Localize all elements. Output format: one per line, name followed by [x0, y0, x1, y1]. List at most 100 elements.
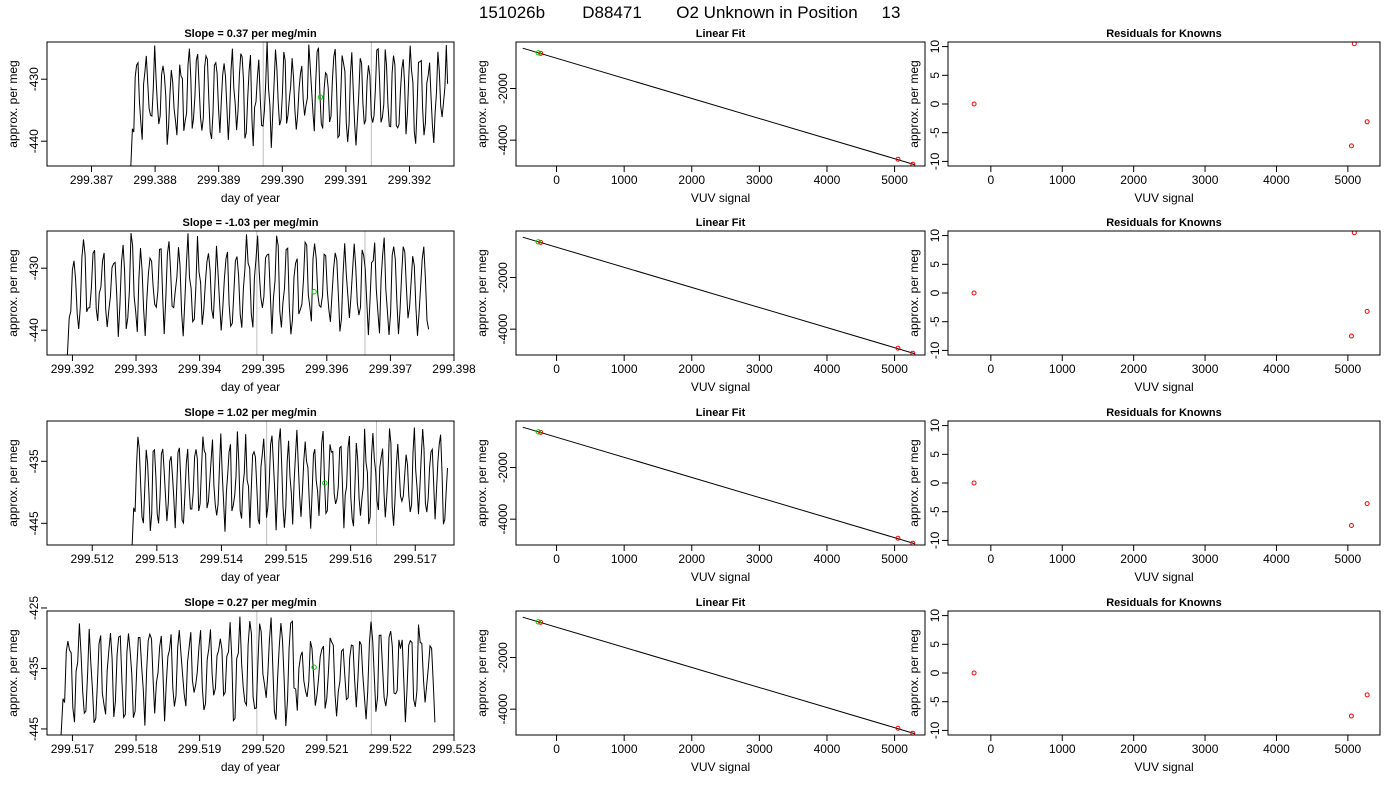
x-tick-label: 3000	[1192, 552, 1219, 566]
x-tick-label: 299.512	[71, 552, 115, 566]
data-point	[538, 619, 544, 625]
y-tick-label: -4000	[496, 314, 510, 345]
x-tick-label: 299.519	[178, 742, 222, 756]
chart-panel-residuals-row-2: Residuals for Knowns 0 1000 2000 3000 4000 500…	[907, 407, 1381, 584]
y-axis-label: approx. per meg	[475, 60, 489, 147]
y-tick-label: 5	[928, 72, 942, 79]
x-axis-label: VUV signal	[1134, 570, 1193, 584]
x-tick-label: 2000	[678, 552, 705, 566]
x-axis-label: VUV signal	[1134, 760, 1193, 774]
y-tick-label: -4000	[496, 694, 510, 725]
chart-panel-time-row-3: Slope = 0.27 per meg/min 299.517 299.518 29…	[6, 596, 476, 774]
figure-title-run: 151026b	[479, 3, 545, 22]
data-point	[1348, 143, 1354, 149]
x-tick-label: 3000	[1192, 362, 1219, 376]
x-tick-label: 299.516	[329, 552, 373, 566]
x-tick-label: 2000	[1120, 362, 1147, 376]
y-tick-label: 10	[928, 40, 942, 54]
plot-frame	[515, 41, 926, 167]
x-tick-label: 299.389	[197, 173, 241, 187]
y-tick-label: -5	[928, 506, 942, 517]
y-tick-label: -2000	[496, 262, 510, 293]
data-point	[910, 350, 916, 355]
data-point	[971, 290, 977, 296]
x-tick-label: 5000	[881, 173, 908, 187]
x-axis-label: VUV signal	[691, 570, 750, 584]
plot-area	[66, 231, 430, 355]
y-tick-label: 0	[928, 669, 942, 676]
x-axis-label: day of year	[221, 191, 280, 205]
data-series-line	[66, 233, 430, 355]
x-tick-label: 5000	[881, 742, 908, 756]
x-tick-label: 299.392	[51, 362, 95, 376]
panel-title: Residuals for Knowns	[1106, 597, 1222, 609]
chart-panel-fit-row-3: Linear Fit 0 1000 2000 3000 4000 5000 -4000 -200…	[475, 597, 926, 774]
x-tick-label: 0	[987, 173, 994, 187]
x-axis-label: day of year	[221, 760, 280, 774]
x-tick-label: 299.397	[369, 362, 413, 376]
plot-area	[522, 426, 916, 545]
x-tick-label: 0	[553, 173, 560, 187]
x-tick-label: 299.396	[305, 362, 349, 376]
y-tick-label: -5	[928, 127, 942, 138]
data-point	[1364, 692, 1370, 698]
unknown-point	[535, 239, 542, 245]
panel-title: Slope = -1.03 per meg/min	[182, 217, 318, 229]
y-tick-label: -5	[928, 696, 942, 707]
data-series-line	[60, 616, 436, 735]
y-tick-label: 5	[928, 451, 942, 458]
chart-panels: Slope = 0.37 per meg/min 299.387 299.388 29…	[6, 28, 1381, 774]
x-tick-label: 299.388	[133, 173, 177, 187]
x-tick-label: 3000	[1192, 173, 1219, 187]
x-tick-label: 0	[987, 742, 994, 756]
y-tick-label: -4000	[496, 125, 510, 156]
data-point	[895, 535, 901, 541]
x-tick-label: 1000	[1049, 362, 1076, 376]
x-tick-label: 299.394	[178, 362, 222, 376]
x-tick-label: 2000	[678, 742, 705, 756]
data-point	[538, 239, 544, 245]
x-tick-label: 5000	[1335, 742, 1362, 756]
x-tick-label: 299.522	[369, 742, 413, 756]
data-point	[895, 345, 901, 351]
y-tick-label: -10	[928, 341, 942, 359]
x-tick-label: 4000	[814, 362, 841, 376]
plot-area	[971, 480, 1370, 528]
chart-panel-fit-row-0: Linear Fit 0 1000 2000 3000 4000 5000 -4000 -200…	[475, 28, 926, 205]
y-tick-label: -445	[27, 717, 41, 741]
y-tick-label: -2000	[496, 452, 510, 483]
y-tick-label: -2000	[496, 642, 510, 673]
x-tick-label: 5000	[881, 362, 908, 376]
y-axis-label: approx. per meg	[475, 629, 489, 716]
panel-title: Residuals for Knowns	[1106, 217, 1222, 229]
unknown-point	[311, 664, 317, 670]
y-axis-label: approx. per meg	[475, 439, 489, 526]
x-tick-label: 2000	[678, 173, 705, 187]
y-tick-label: -5	[928, 316, 942, 327]
data-point	[971, 480, 977, 486]
panel-title: Linear Fit	[696, 217, 746, 229]
panel-title: Slope = 0.27 per meg/min	[184, 597, 317, 609]
unknown-point	[535, 429, 542, 435]
y-axis-label: approx. per meg	[907, 629, 921, 716]
x-tick-label: 299.387	[70, 173, 114, 187]
figure-title-instrument: D88471	[582, 3, 642, 22]
x-tick-label: 1000	[611, 362, 638, 376]
plot-area	[130, 42, 449, 166]
plot-frame	[46, 41, 455, 167]
data-point	[1348, 522, 1354, 528]
x-tick-label: 5000	[1335, 173, 1362, 187]
x-tick-label: 5000	[881, 552, 908, 566]
x-tick-label: 4000	[814, 742, 841, 756]
x-axis-label: VUV signal	[691, 191, 750, 205]
y-axis-label: approx. per meg	[6, 249, 20, 336]
chart-panel-residuals-row-0: Residuals for Knowns 0 1000 2000 3000 4000 500…	[907, 28, 1381, 205]
y-axis-label: approx. per meg	[6, 439, 20, 526]
x-tick-label: 299.520	[242, 742, 286, 756]
x-tick-label: 0	[987, 552, 994, 566]
x-tick-label: 2000	[1120, 742, 1147, 756]
x-tick-label: 2000	[1120, 552, 1147, 566]
x-tick-label: 4000	[814, 552, 841, 566]
plot-area	[522, 47, 916, 166]
